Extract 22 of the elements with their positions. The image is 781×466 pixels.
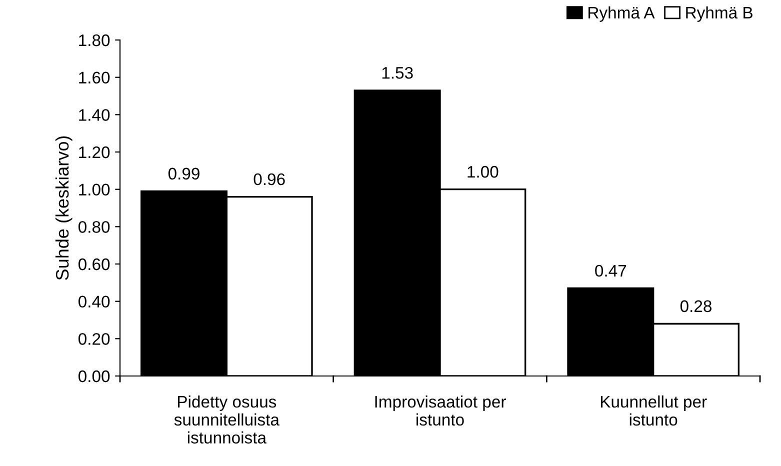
- y-tick-label: 1.20: [79, 146, 110, 158]
- y-axis-title: Suhde (keskiarvo): [55, 136, 72, 280]
- data-label: 0.28: [680, 300, 712, 312]
- y-tick-label: 0.60: [78, 258, 110, 270]
- x-tick-label: Kuunnellut per istunto: [600, 395, 707, 426]
- y-tick-label: 1.80: [79, 34, 110, 46]
- data-label: 1.53: [382, 66, 413, 79]
- data-label: 1.00: [468, 166, 498, 178]
- y-tick-label: 0.20: [78, 333, 110, 345]
- y-tick-label: 0.80: [78, 221, 110, 233]
- x-tick-label: Pidetty osuus suunnitelluista istunnoista: [174, 395, 280, 444]
- data-label: 0.99: [168, 168, 200, 180]
- y-tick-label: 1.60: [79, 72, 110, 84]
- legend-label: Ryhmä B: [686, 6, 752, 22]
- y-tick-label: 1.40: [79, 109, 110, 121]
- y-tick-label: 0.00: [78, 370, 110, 382]
- legend-label: Ryhmä A: [588, 6, 655, 22]
- y-tick-label: 1.00: [79, 184, 110, 196]
- y-tick-label: 0.40: [78, 296, 110, 308]
- x-tick-label: Improvisaatiot per istunto: [375, 395, 506, 426]
- data-label: 0.47: [595, 264, 626, 277]
- data-label: 0.96: [254, 173, 285, 186]
